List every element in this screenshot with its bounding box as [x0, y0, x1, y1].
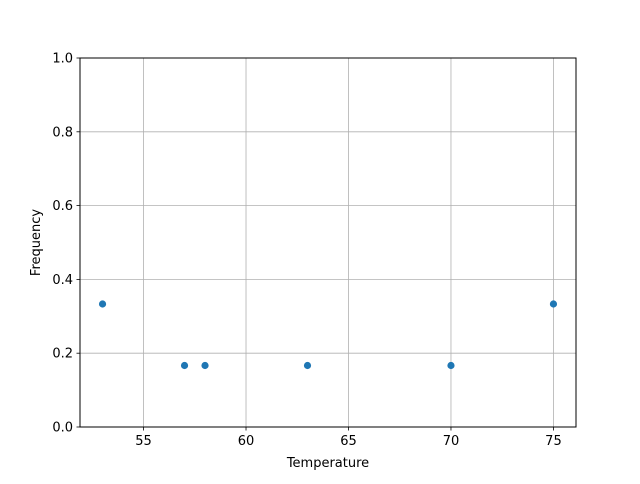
x-tick-label: 65 — [340, 434, 357, 449]
x-axis-label: Temperature — [286, 456, 369, 471]
data-point — [98, 300, 107, 308]
y-tick-label: 0.2 — [52, 347, 73, 362]
x-tick-label: 70 — [443, 434, 460, 449]
x-axis-ticks: 55 60 65 70 75 — [135, 427, 562, 449]
x-tick-label: 60 — [238, 434, 255, 449]
y-tick-label: 0.8 — [52, 125, 73, 140]
y-tick-label: 0.6 — [52, 199, 73, 214]
y-tick-label: 0.0 — [52, 421, 73, 436]
x-tick-label: 75 — [545, 434, 562, 449]
data-point — [180, 361, 189, 370]
data-points — [98, 300, 558, 370]
x-tick-label: 55 — [135, 434, 152, 449]
y-tick-label: 0.4 — [52, 273, 73, 288]
data-point — [303, 361, 312, 370]
y-tick-label: 1.0 — [52, 52, 73, 67]
axes-frame — [79, 57, 577, 428]
data-point — [201, 361, 209, 370]
data-point — [447, 361, 455, 370]
data-point — [549, 300, 558, 308]
y-axis-ticks: 0.0 0.2 0.4 0.6 0.8 1.0 — [52, 52, 80, 436]
y-axis-label: Frequency — [29, 209, 44, 276]
